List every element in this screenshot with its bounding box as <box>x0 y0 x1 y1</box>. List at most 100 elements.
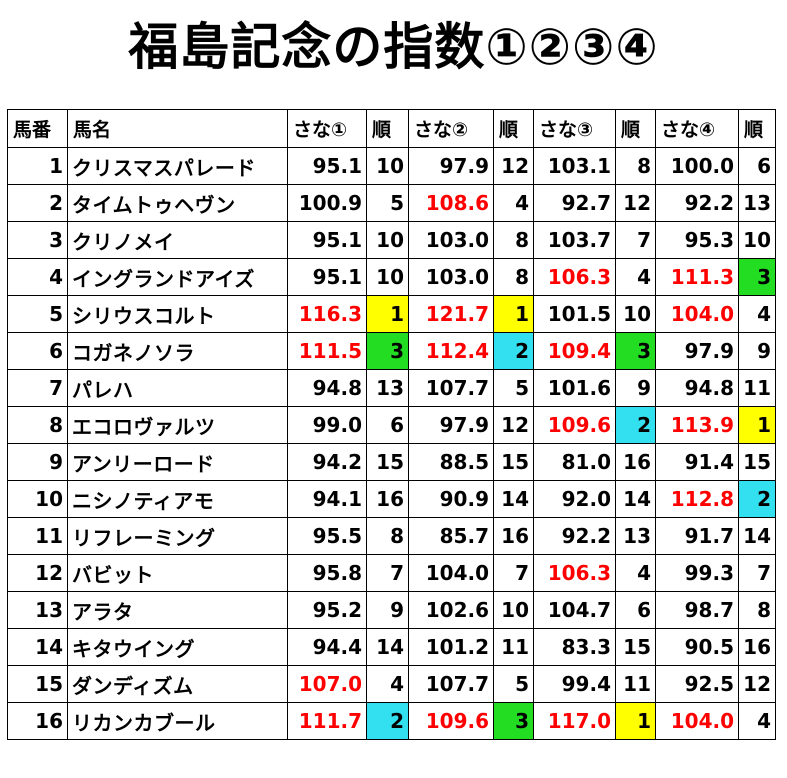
rank-1-cell: 9 <box>366 591 409 629</box>
score-2-cell: 101.2 <box>408 628 494 666</box>
rank-4-cell: 4 <box>738 702 776 740</box>
rank-1-cell: 14 <box>366 628 409 666</box>
rank-2-cell: 10 <box>493 591 534 629</box>
score-2-cell: 88.5 <box>408 443 494 481</box>
rank-2-cell: 12 <box>493 147 534 185</box>
horse-number-cell: 12 <box>7 554 68 592</box>
rank-4-cell: 6 <box>738 147 776 185</box>
score-3-cell: 92.2 <box>533 517 616 555</box>
rank-3-cell: 6 <box>615 591 656 629</box>
rank-2-cell: 15 <box>493 443 534 481</box>
header-cell: 順 <box>738 109 776 148</box>
score-4-cell: 104.0 <box>655 295 739 333</box>
horse-number-cell: 13 <box>7 591 68 629</box>
score-1-cell: 94.1 <box>287 480 367 518</box>
horse-number-cell: 10 <box>7 480 68 518</box>
horse-name-cell: キタウイング <box>67 628 288 666</box>
score-4-cell: 113.9 <box>655 406 739 444</box>
horse-name-cell: クリノメイ <box>67 221 288 259</box>
horse-number-cell: 15 <box>7 665 68 703</box>
score-3-cell: 106.3 <box>533 258 616 296</box>
rank-4-cell: 8 <box>738 591 776 629</box>
score-3-cell: 83.3 <box>533 628 616 666</box>
table-row: 4 イングランドアイズ 95.1 10 103.0 8 106.3 4 111.3 3 <box>7 258 776 296</box>
table-header-row: 馬番 馬名 さな① 順 さな② 順 さな③ 順 さな④ 順 <box>7 109 776 148</box>
header-cell: 順 <box>493 109 534 148</box>
score-4-cell: 97.9 <box>655 332 739 370</box>
rank-1-cell: 7 <box>366 554 409 592</box>
score-1-cell: 95.8 <box>287 554 367 592</box>
score-2-cell: 102.6 <box>408 591 494 629</box>
table-row: 11 リフレーミング 95.5 8 85.7 16 92.2 13 91.7 14 <box>7 517 776 555</box>
score-3-cell: 81.0 <box>533 443 616 481</box>
score-1-cell: 99.0 <box>287 406 367 444</box>
table-row: 9 アンリーロード 94.2 15 88.5 15 81.0 16 91.4 15 <box>7 443 776 481</box>
rank-2-cell: 7 <box>493 554 534 592</box>
table-row: 7 パレハ 94.8 13 107.7 5 101.6 9 94.8 11 <box>7 369 776 407</box>
table-row: 16 リカンカブール 111.7 2 109.6 3 117.0 1 104.0 4 <box>7 702 776 740</box>
score-2-cell: 112.4 <box>408 332 494 370</box>
rank-3-cell: 7 <box>615 221 656 259</box>
rank-1-cell: 10 <box>366 258 409 296</box>
rank-3-cell: 3 <box>615 332 656 370</box>
score-2-cell: 103.0 <box>408 221 494 259</box>
score-3-cell: 106.3 <box>533 554 616 592</box>
score-1-cell: 95.5 <box>287 517 367 555</box>
score-2-cell: 107.7 <box>408 665 494 703</box>
page-title: 福島記念の指数①②③④ <box>128 18 659 76</box>
horse-name-cell: アラタ <box>67 591 288 629</box>
score-4-cell: 91.4 <box>655 443 739 481</box>
table-row: 1 クリスマスパレード 95.1 10 97.9 12 103.1 8 100.0 6 <box>7 147 776 185</box>
score-3-cell: 117.0 <box>533 702 616 740</box>
header-cell: 馬番 <box>7 109 68 148</box>
table-row: 2 タイムトゥヘヴン 100.9 5 108.6 4 92.7 12 92.2 13 <box>7 184 776 222</box>
score-4-cell: 91.7 <box>655 517 739 555</box>
rank-1-cell: 13 <box>366 369 409 407</box>
horse-number-cell: 4 <box>7 258 68 296</box>
score-3-cell: 109.6 <box>533 406 616 444</box>
rank-2-cell: 8 <box>493 258 534 296</box>
rank-1-cell: 3 <box>366 332 409 370</box>
score-1-cell: 95.2 <box>287 591 367 629</box>
rank-2-cell: 2 <box>493 332 534 370</box>
rank-3-cell: 4 <box>615 554 656 592</box>
rank-4-cell: 1 <box>738 406 776 444</box>
table-row: 8 エコロヴァルツ 99.0 6 97.9 12 109.6 2 113.9 1 <box>7 406 776 444</box>
horse-number-cell: 6 <box>7 332 68 370</box>
horse-name-cell: アンリーロード <box>67 443 288 481</box>
rank-4-cell: 12 <box>738 665 776 703</box>
rank-3-cell: 13 <box>615 517 656 555</box>
rank-2-cell: 16 <box>493 517 534 555</box>
score-3-cell: 99.4 <box>533 665 616 703</box>
score-4-cell: 104.0 <box>655 702 739 740</box>
score-1-cell: 94.8 <box>287 369 367 407</box>
score-1-cell: 111.5 <box>287 332 367 370</box>
rank-4-cell: 14 <box>738 517 776 555</box>
rank-1-cell: 4 <box>366 665 409 703</box>
horse-number-cell: 1 <box>7 147 68 185</box>
header-cell: さな① <box>287 109 367 148</box>
rank-2-cell: 1 <box>493 295 534 333</box>
horse-name-cell: イングランドアイズ <box>67 258 288 296</box>
rank-3-cell: 10 <box>615 295 656 333</box>
rank-4-cell: 16 <box>738 628 776 666</box>
horse-number-cell: 8 <box>7 406 68 444</box>
horse-name-cell: タイムトゥヘヴン <box>67 184 288 222</box>
rank-4-cell: 3 <box>738 258 776 296</box>
rank-1-cell: 5 <box>366 184 409 222</box>
rank-3-cell: 1 <box>615 702 656 740</box>
rank-3-cell: 16 <box>615 443 656 481</box>
score-2-cell: 109.6 <box>408 702 494 740</box>
score-4-cell: 92.2 <box>655 184 739 222</box>
score-2-cell: 103.0 <box>408 258 494 296</box>
score-3-cell: 109.4 <box>533 332 616 370</box>
score-1-cell: 95.1 <box>287 258 367 296</box>
rank-4-cell: 7 <box>738 554 776 592</box>
score-2-cell: 85.7 <box>408 517 494 555</box>
header-cell: さな② <box>408 109 494 148</box>
rank-1-cell: 16 <box>366 480 409 518</box>
score-1-cell: 94.2 <box>287 443 367 481</box>
table-row: 12 バビット 95.8 7 104.0 7 106.3 4 99.3 7 <box>7 554 776 592</box>
rank-1-cell: 10 <box>366 147 409 185</box>
rank-2-cell: 8 <box>493 221 534 259</box>
